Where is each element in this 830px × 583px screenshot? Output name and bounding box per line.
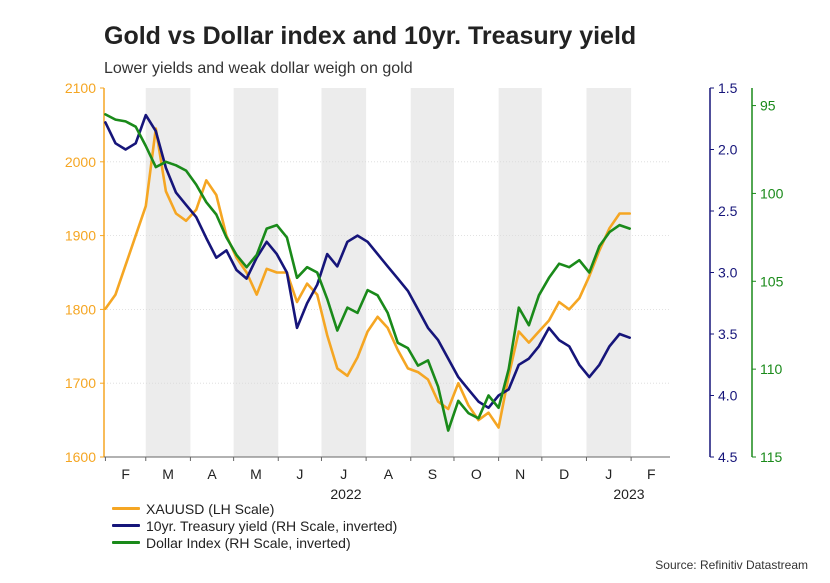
- legend-label-yield: 10yr. Treasury yield (RH Scale, inverted…: [146, 517, 398, 534]
- axes: [100, 87, 756, 461]
- year-label-2022: 2022: [330, 486, 361, 500]
- month-label: J: [605, 466, 612, 482]
- tick-labels: 2100 2000 1900 1800 1700 1600 1.5 2.0 2.5 3.0 3.5 4…: [65, 80, 784, 500]
- legend-item-dollar: Dollar Index (RH Scale, inverted): [112, 534, 397, 551]
- month-label: A: [384, 466, 394, 482]
- month-label: A: [207, 466, 217, 482]
- month-label: J: [340, 466, 347, 482]
- month-shade: [321, 88, 367, 457]
- legend-swatch-yield: [112, 524, 140, 527]
- left-tick-label: 1700: [65, 375, 96, 391]
- legend: XAUUSD (LH Scale) 10yr. Treasury yield (…: [112, 500, 397, 551]
- legend-label-gold: XAUUSD (LH Scale): [146, 500, 275, 517]
- chart-title: Gold vs Dollar index and 10yr. Treasury …: [104, 22, 637, 50]
- month-shade: [145, 88, 191, 457]
- right-outer-tick-label: 105: [760, 273, 784, 289]
- right-inner-tick-label: 3.5: [718, 326, 738, 342]
- legend-item-yield: 10yr. Treasury yield (RH Scale, inverted…: [112, 517, 397, 534]
- right-inner-tick-label: 2.5: [718, 203, 738, 219]
- right-outer-tick-label: 95: [760, 98, 776, 114]
- month-shade: [410, 88, 454, 457]
- month-label: J: [296, 466, 303, 482]
- year-label-2023: 2023: [613, 486, 644, 500]
- legend-item-gold: XAUUSD (LH Scale): [112, 500, 397, 517]
- chart-subtitle: Lower yields and weak dollar weigh on go…: [104, 60, 413, 77]
- legend-swatch-gold: [112, 507, 140, 510]
- left-tick-label: 1900: [65, 228, 96, 244]
- month-label: F: [121, 466, 130, 482]
- left-tick-label: 1600: [65, 449, 96, 465]
- month-label: F: [647, 466, 656, 482]
- month-label: S: [428, 466, 437, 482]
- legend-label-dollar: Dollar Index (RH Scale, inverted): [146, 534, 351, 551]
- left-tick-label: 2100: [65, 80, 96, 96]
- month-label: M: [250, 466, 262, 482]
- month-label: M: [162, 466, 174, 482]
- chart-svg: 2100 2000 1900 1800 1700 1600 1.5 2.0 2.5 3.0 3.5 4…: [65, 80, 784, 500]
- month-label: O: [471, 466, 482, 482]
- right-inner-tick-label: 2.0: [718, 142, 738, 158]
- right-outer-tick-label: 100: [760, 185, 784, 201]
- series-lines: [104, 113, 632, 432]
- right-inner-tick-label: 1.5: [718, 80, 738, 96]
- right-inner-tick-label: 4.0: [718, 388, 738, 404]
- month-label: N: [515, 466, 525, 482]
- right-inner-tick-label: 4.5: [718, 449, 738, 465]
- source-note: Source: Refinitiv Datastream: [655, 558, 808, 572]
- right-inner-tick-label: 3.0: [718, 265, 738, 281]
- right-outer-tick-label: 115: [760, 449, 783, 465]
- month-shading: [145, 88, 632, 457]
- series-line-dollar: [104, 113, 632, 432]
- month-shade: [586, 88, 632, 457]
- left-tick-label: 2000: [65, 154, 96, 170]
- month-label: D: [559, 466, 569, 482]
- month-shade: [498, 88, 542, 457]
- left-tick-label: 1800: [65, 301, 96, 317]
- right-outer-tick-label: 110: [760, 361, 783, 377]
- series-line-yield: [104, 113, 632, 410]
- legend-swatch-dollar: [112, 541, 140, 544]
